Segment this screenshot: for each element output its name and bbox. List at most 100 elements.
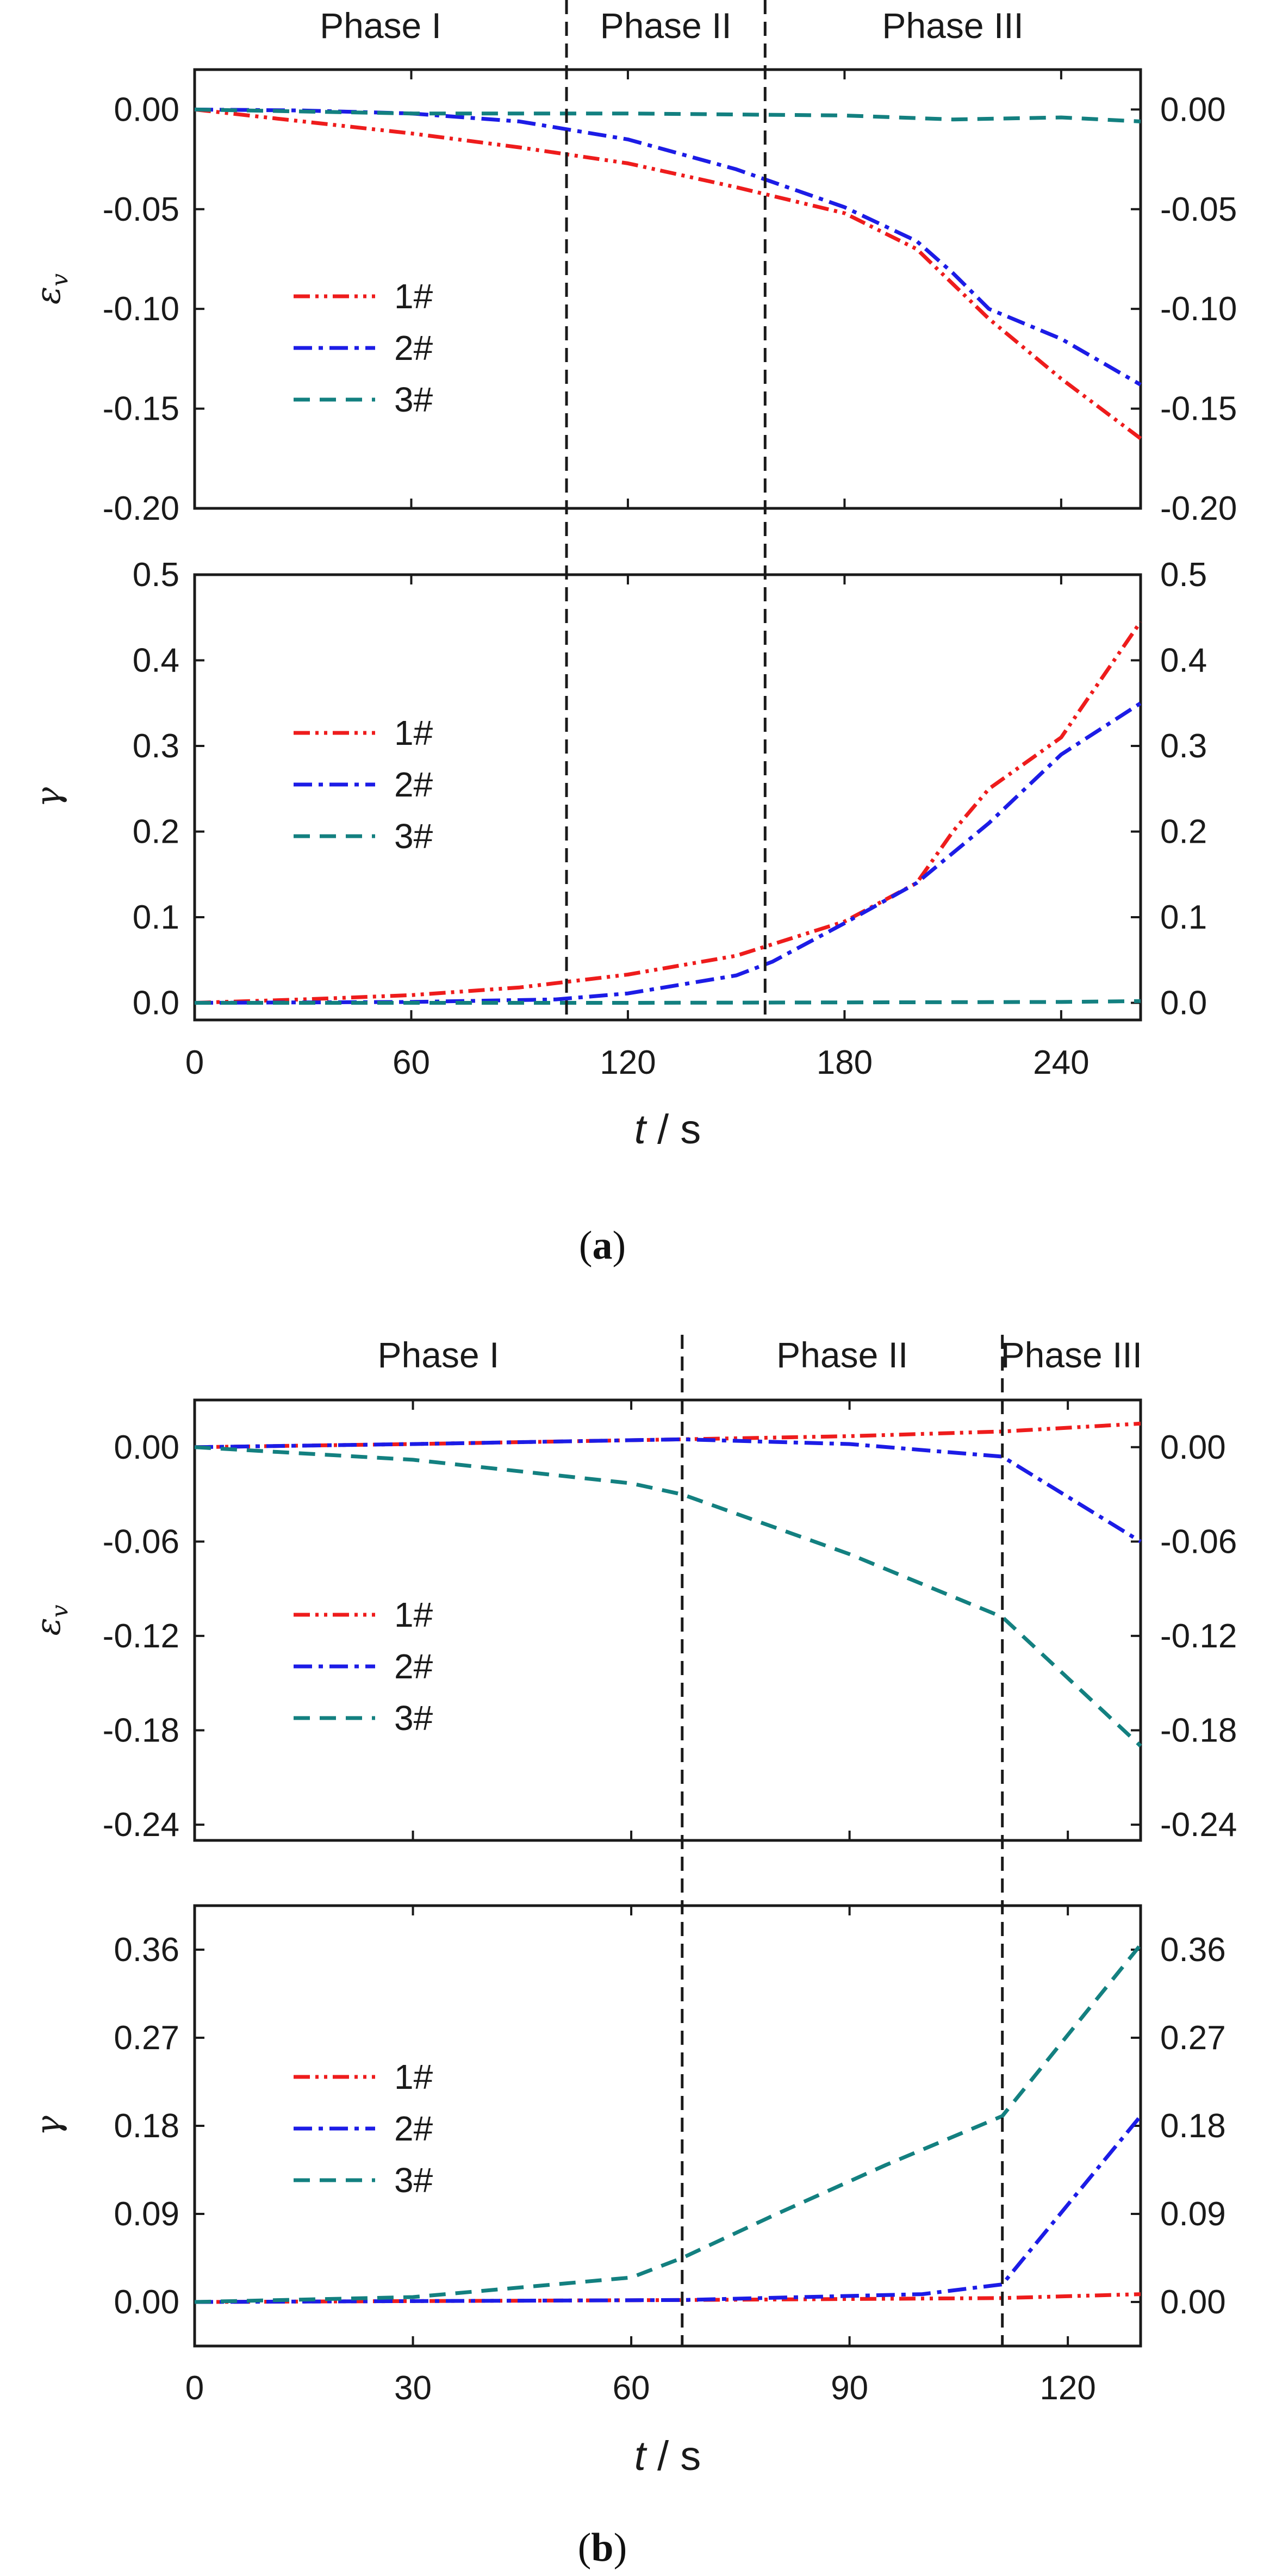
y-tick-label-left: 0.2 bbox=[133, 813, 179, 851]
y-tick-label-left: -0.15 bbox=[103, 390, 179, 428]
legend-label-3: 3# bbox=[394, 380, 433, 419]
y-axis-title: εv bbox=[28, 1604, 73, 1635]
y-tick-label-left: -0.06 bbox=[103, 1523, 179, 1560]
plot-frame bbox=[193, 1904, 1142, 2348]
series-line-2 bbox=[194, 2114, 1142, 2304]
legend-label-2: 2# bbox=[394, 765, 433, 804]
y-tick-label-right: -0.05 bbox=[1160, 191, 1237, 228]
legend: 1# 2# 3# bbox=[294, 713, 433, 856]
x-axis-variable: t bbox=[634, 1106, 648, 1153]
y-axis-title: γ bbox=[28, 787, 68, 807]
phase-label-3: Phase III bbox=[1001, 1335, 1143, 1375]
y-tick-label-right: 0.36 bbox=[1160, 1931, 1226, 1969]
y-tick-label-left: 0.3 bbox=[133, 727, 179, 765]
y-axis-subscript: v bbox=[46, 273, 73, 287]
caption-close: ) bbox=[614, 2525, 627, 2570]
plot-frame bbox=[193, 1398, 1142, 1842]
figure-a: 0.00 0.00-0.05 -0.05-0.10 -0.10-0.15 -0.15-0… bbox=[28, 0, 1237, 1268]
y-tick-label-left: 0.5 bbox=[133, 556, 179, 594]
y-tick-label-left: 0.00 bbox=[114, 1429, 179, 1466]
x-tick-label: 0 bbox=[185, 2369, 204, 2407]
y-tick-label-left: 0.4 bbox=[133, 642, 179, 680]
y-tick-label-right: -0.24 bbox=[1160, 1806, 1237, 1844]
legend-label-2: 2# bbox=[394, 328, 433, 368]
x-axis-title: t / s bbox=[634, 1106, 701, 1153]
plot-frame bbox=[193, 68, 1142, 510]
figure-b: 0.00 0.00 -0.06 -0.06 -0.12 -0.12 -0.18 -0.18 -0… bbox=[28, 1335, 1237, 2570]
legend-label-3: 3# bbox=[394, 2161, 433, 2200]
figure-caption: (a) bbox=[579, 1223, 626, 1268]
caption-open: ( bbox=[579, 1223, 593, 1268]
y-axis-symbol: ε bbox=[28, 287, 68, 304]
y-tick-label-right: -0.15 bbox=[1160, 390, 1237, 428]
y-tick-label-left: -0.10 bbox=[103, 290, 179, 328]
legend: 1# 2# 3# bbox=[294, 277, 433, 419]
y-tick-label-left: 0.09 bbox=[114, 2195, 179, 2233]
y-tick-label-right: 0.00 bbox=[1160, 2283, 1226, 2321]
caption-letter: a bbox=[593, 1223, 613, 1268]
caption-open: ( bbox=[578, 2525, 592, 2570]
x-tick-label: 240 bbox=[1033, 1044, 1089, 1081]
y-tick-label-right: 0.27 bbox=[1160, 2019, 1226, 2057]
phase-label-1: Phase I bbox=[377, 1335, 499, 1375]
x-tick-label: 0 bbox=[185, 1044, 204, 1081]
y-tick-label-left: -0.05 bbox=[103, 191, 179, 228]
y-tick-label-right: 0.3 bbox=[1160, 727, 1207, 765]
x-tick-label: 90 bbox=[831, 2369, 868, 2407]
legend: 1# 2# 3# bbox=[294, 2057, 433, 2200]
y-tick-label-right: 0.2 bbox=[1160, 813, 1207, 851]
series-line-1 bbox=[194, 1421, 1141, 1449]
y-tick-label-left: 0.0 bbox=[133, 985, 179, 1022]
x-tick-label: 60 bbox=[393, 1044, 430, 1081]
series-line-1 bbox=[194, 620, 1142, 1005]
x-axis-title: t / s bbox=[634, 2433, 701, 2479]
caption-letter: b bbox=[591, 2525, 613, 2570]
legend-label-3: 3# bbox=[394, 817, 433, 856]
legend-label-1: 1# bbox=[394, 713, 433, 752]
y-tick-label-left: 0.18 bbox=[114, 2107, 179, 2145]
legend-label-2: 2# bbox=[394, 1647, 433, 1686]
phase-label-2: Phase II bbox=[776, 1335, 908, 1375]
x-axis-unit: / s bbox=[646, 1106, 701, 1153]
y-tick-label-left: -0.24 bbox=[103, 1806, 179, 1844]
legend: 1# 2# 3# bbox=[294, 1595, 433, 1738]
series-line-2 bbox=[194, 1437, 1142, 1544]
series-line-3 bbox=[194, 1445, 1142, 1747]
y-tick-label-right: -0.20 bbox=[1160, 490, 1237, 527]
y-tick-label-right: 0.09 bbox=[1160, 2195, 1226, 2233]
x-tick-label: 120 bbox=[1039, 2369, 1095, 2407]
y-tick-label-right: 0.18 bbox=[1160, 2107, 1226, 2145]
y-tick-label-left: 0.1 bbox=[133, 899, 179, 936]
legend-label-1: 1# bbox=[394, 2057, 433, 2096]
x-tick-label: 120 bbox=[600, 1044, 656, 1081]
caption-close: ) bbox=[613, 1223, 626, 1268]
y-tick-label-right: 0.4 bbox=[1160, 642, 1207, 680]
y-tick-label-left: 0.00 bbox=[114, 2283, 179, 2321]
panel-a-shear-strain: 0.0 0.0 0.1 0.1 0.2 0.2 0.3 0.3 0.4 0.4 0.5 0.5 γ 1# 2… bbox=[28, 556, 1207, 1022]
y-tick-label-right: -0.18 bbox=[1160, 1712, 1237, 1750]
y-tick-label-right: 0.5 bbox=[1160, 556, 1207, 594]
y-axis-title: γ bbox=[28, 2115, 68, 2136]
legend-label-3: 3# bbox=[394, 1698, 433, 1738]
y-tick-label-right: 0.00 bbox=[1160, 1429, 1226, 1466]
y-tick-label-right: -0.06 bbox=[1160, 1523, 1237, 1560]
series-line-1 bbox=[194, 107, 1142, 440]
series-line-3 bbox=[194, 1943, 1142, 2304]
y-tick-label-left: -0.12 bbox=[103, 1617, 179, 1655]
y-axis-title: εv bbox=[28, 273, 73, 304]
y-tick-label-left: 0.27 bbox=[114, 2019, 179, 2057]
y-tick-label-right: 0.0 bbox=[1160, 985, 1207, 1022]
y-tick-label-right: 0.1 bbox=[1160, 899, 1207, 936]
y-axis-symbol: ε bbox=[28, 1617, 68, 1635]
y-axis-symbol: γ bbox=[28, 787, 68, 807]
y-axis-subscript: v bbox=[46, 1604, 73, 1617]
legend-label-2: 2# bbox=[394, 2109, 433, 2148]
y-tick-label-left: 0.00 bbox=[114, 91, 179, 128]
phase-label-3: Phase III bbox=[882, 5, 1024, 46]
x-axis-variable: t bbox=[634, 2433, 648, 2479]
legend-label-1: 1# bbox=[394, 277, 433, 316]
x-tick-label: 60 bbox=[613, 2369, 650, 2407]
y-tick-label-left: -0.20 bbox=[103, 490, 179, 527]
panel-b-shear-strain: 0.00 0.00 0.09 0.09 0.18 0.18 0.27 0.27 0.36 0.36… bbox=[28, 1904, 1226, 2348]
